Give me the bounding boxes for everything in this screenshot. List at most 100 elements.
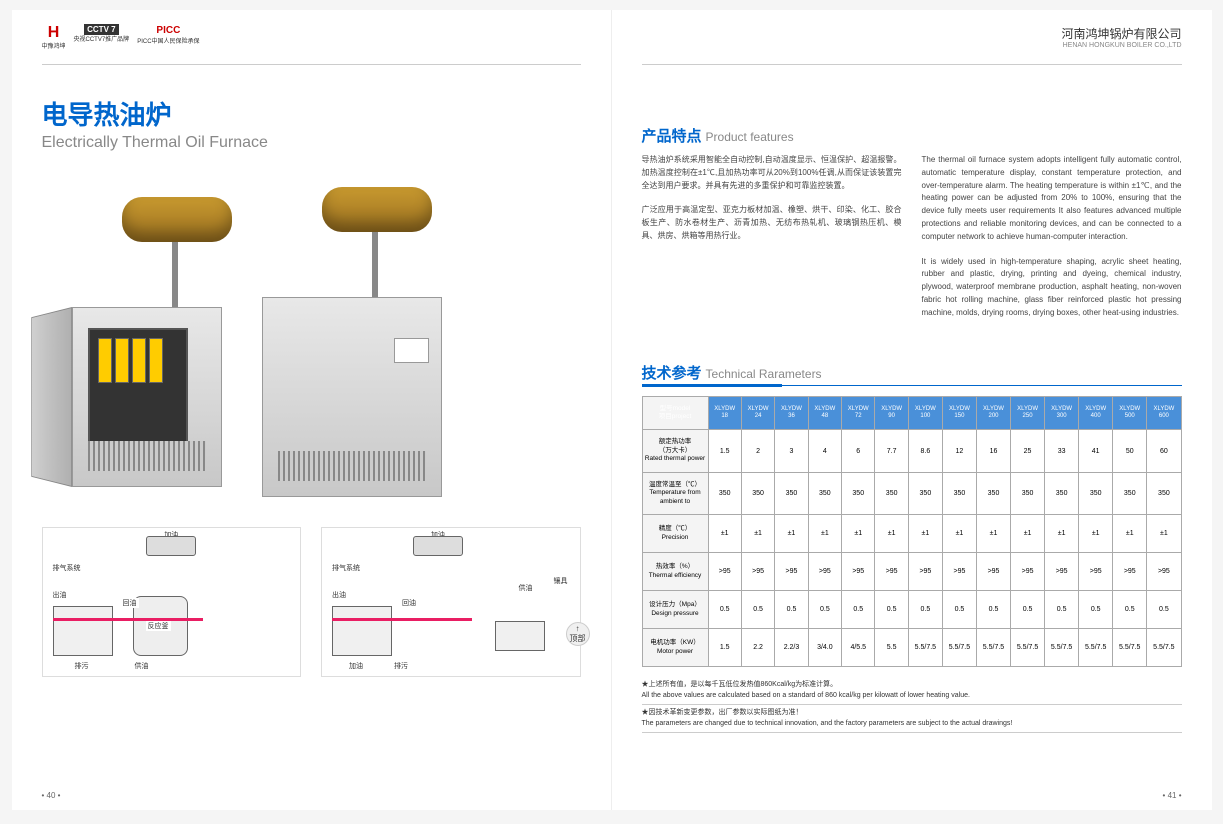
table-cell: 8.6 bbox=[908, 430, 942, 472]
logo-h-icon: H bbox=[42, 25, 66, 41]
label-return-oil: 回油 bbox=[121, 598, 139, 608]
params-header: 技术参考 Technical Rarameters bbox=[642, 362, 1182, 383]
breaker bbox=[115, 338, 129, 383]
table-cell: 350 bbox=[808, 472, 841, 514]
vents bbox=[278, 451, 426, 481]
table-cell: 350 bbox=[976, 472, 1010, 514]
table-cell: >95 bbox=[775, 553, 808, 591]
header-left: H 中豫鸿坤 CCTV 7 央视CCTV7推广品牌 PICC PICC中国人民保… bbox=[42, 25, 581, 65]
model-header: XLYDW500 bbox=[1113, 396, 1147, 430]
table-cell: >95 bbox=[908, 553, 942, 591]
table-cell: 5.5/7.5 bbox=[908, 629, 942, 667]
row-header: 热效率（%）Thermal efficiency bbox=[642, 553, 708, 591]
left-page: H 中豫鸿坤 CCTV 7 央视CCTV7推广品牌 PICC PICC中国人民保… bbox=[12, 10, 612, 810]
label-return-oil: 回油 bbox=[400, 598, 418, 608]
model-header: XLYDW400 bbox=[1079, 396, 1113, 430]
table-cell: 0.5 bbox=[775, 591, 808, 629]
table-cell: ±1 bbox=[976, 515, 1010, 553]
features-title-cn: 产品特点 bbox=[642, 125, 702, 146]
features-title-en: Product features bbox=[706, 130, 794, 144]
label-reactor: 反应釜 bbox=[146, 621, 171, 631]
breaker bbox=[132, 338, 146, 383]
logo-hongkun: H 中豫鸿坤 bbox=[42, 25, 66, 50]
table-row: 额定热功率（万大卡）Rated thermal power1.523467.78… bbox=[642, 430, 1181, 472]
top-button[interactable]: ↑ 顶部 bbox=[566, 622, 590, 646]
table-cell: 1.5 bbox=[708, 629, 741, 667]
table-cell: 350 bbox=[708, 472, 741, 514]
top-text: 顶部 bbox=[570, 633, 586, 644]
cctv-text: 央视CCTV7推广品牌 bbox=[74, 34, 130, 43]
table-cell: ±1 bbox=[741, 515, 774, 553]
params-divider bbox=[642, 385, 1182, 386]
table-cell: ±1 bbox=[775, 515, 808, 553]
table-cell: 0.5 bbox=[976, 591, 1010, 629]
feature-para: The thermal oil furnace system adopts in… bbox=[922, 154, 1182, 244]
params-table: 型号model项目projectXLYDW18XLYDW24XLYDW36XLY… bbox=[642, 396, 1182, 668]
table-cell: >95 bbox=[808, 553, 841, 591]
table-cell: 7.7 bbox=[875, 430, 908, 472]
row-header: 精度（℃）Precision bbox=[642, 515, 708, 553]
table-cell: 5.5/7.5 bbox=[1011, 629, 1045, 667]
dg-heater bbox=[332, 606, 392, 656]
table-body: 额定热功率（万大卡）Rated thermal power1.523467.78… bbox=[642, 430, 1181, 667]
table-cell: 0.5 bbox=[842, 591, 875, 629]
table-cell: 5.5/7.5 bbox=[1113, 629, 1147, 667]
table-row: 热效率（%）Thermal efficiency>95>95>95>95>95>… bbox=[642, 553, 1181, 591]
model-header: XLYDW100 bbox=[908, 396, 942, 430]
model-header: XLYDW48 bbox=[808, 396, 841, 430]
picc-text: PICC中国人民保险承保 bbox=[137, 36, 199, 45]
table-cell: 350 bbox=[1079, 472, 1113, 514]
logo-h-text: 中豫鸿坤 bbox=[42, 41, 66, 50]
dg-heater bbox=[53, 606, 113, 656]
table-cell: 350 bbox=[741, 472, 774, 514]
label-out-oil: 出油 bbox=[330, 590, 348, 600]
label-mold: 镶具 bbox=[552, 576, 570, 586]
row-header: 额定热功率（万大卡）Rated thermal power bbox=[642, 430, 708, 472]
breakers bbox=[90, 330, 186, 391]
table-cell: 350 bbox=[1113, 472, 1147, 514]
diagram-1: 加油 排气系统 出油 反应釜 回油 供油 排污 bbox=[42, 527, 302, 677]
table-cell: 4/5.5 bbox=[842, 629, 875, 667]
table-cell: 41 bbox=[1079, 430, 1113, 472]
title-english: Electrically Thermal Oil Furnace bbox=[42, 134, 581, 152]
table-cell: 2.2 bbox=[741, 629, 774, 667]
model-header: XLYDW72 bbox=[842, 396, 875, 430]
cabinet-door-open bbox=[31, 307, 72, 487]
note-1: ★上述所有值，是以每千瓦低位发热值860Kcal/kg为标准计算。 All th… bbox=[642, 677, 1182, 705]
feature-para: It is widely used in high-temperature sh… bbox=[922, 256, 1182, 320]
title-chinese: 电导热油炉 bbox=[42, 95, 581, 132]
table-cell: >95 bbox=[976, 553, 1010, 591]
note-2: ★因技术革新变更参数，出厂参数以实际图纸为准！ The parameters a… bbox=[642, 705, 1182, 733]
right-page: 河南鸿坤锅炉有限公司 HENAN HONGKUN BOILER CO.,LTD … bbox=[612, 10, 1212, 810]
table-cell: >95 bbox=[942, 553, 976, 591]
model-header: XLYDW24 bbox=[741, 396, 774, 430]
table-cell: 0.5 bbox=[708, 591, 741, 629]
table-cell: 33 bbox=[1045, 430, 1079, 472]
model-header: XLYDW18 bbox=[708, 396, 741, 430]
params-title-en: Technical Rarameters bbox=[706, 367, 822, 381]
table-cell: ±1 bbox=[1113, 515, 1147, 553]
cabinet-small bbox=[72, 307, 222, 487]
table-cell: 50 bbox=[1113, 430, 1147, 472]
table-cell: 4 bbox=[808, 430, 841, 472]
label-add-oil: 加油 bbox=[347, 661, 365, 671]
note-en: All the above values are calculated base… bbox=[642, 691, 1182, 702]
table-row: 电机功率（KW）Motor power1.52.22.2/33/4.04/5.5… bbox=[642, 629, 1181, 667]
row-header: 电机功率（KW）Motor power bbox=[642, 629, 708, 667]
table-cell: 350 bbox=[875, 472, 908, 514]
row-header: 温度常温至（℃）Temperature from ambient to bbox=[642, 472, 708, 514]
table-cell: >95 bbox=[708, 553, 741, 591]
table-cell: >95 bbox=[1113, 553, 1147, 591]
row-header: 设计压力（Mpa）Design pressure bbox=[642, 591, 708, 629]
table-cell: 0.5 bbox=[808, 591, 841, 629]
table-row: 设计压力（Mpa）Design pressure0.50.50.50.50.50… bbox=[642, 591, 1181, 629]
table-cell: 3 bbox=[775, 430, 808, 472]
model-header: XLYDW250 bbox=[1011, 396, 1045, 430]
table-cell: 5.5 bbox=[875, 629, 908, 667]
table-cell: >95 bbox=[842, 553, 875, 591]
model-header: XLYDW36 bbox=[775, 396, 808, 430]
model-header: XLYDW90 bbox=[875, 396, 908, 430]
label-exhaust: 排气系统 bbox=[51, 563, 83, 573]
table-cell: 0.5 bbox=[908, 591, 942, 629]
table-cell: ±1 bbox=[842, 515, 875, 553]
